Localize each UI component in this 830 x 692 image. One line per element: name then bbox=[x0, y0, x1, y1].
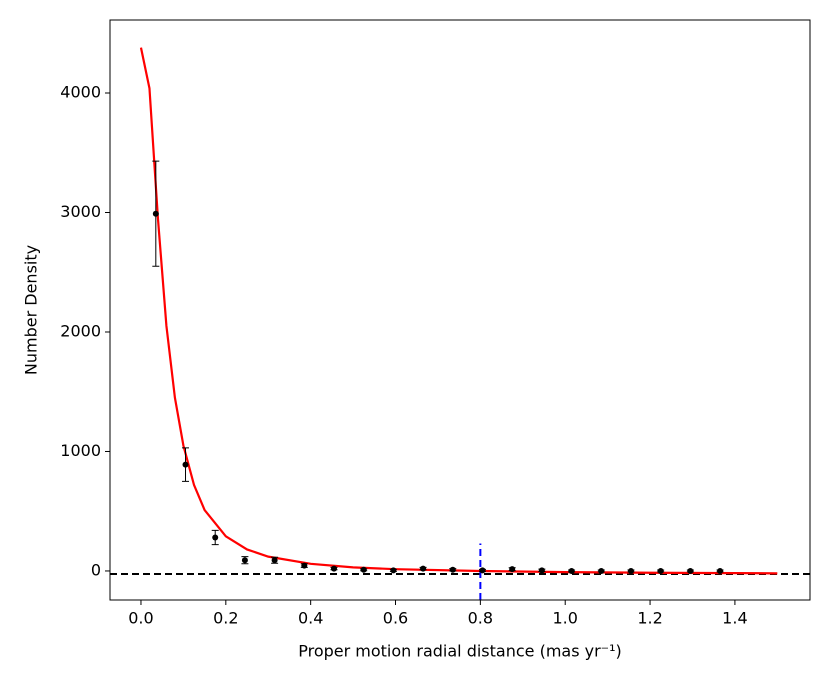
data-point bbox=[717, 567, 724, 574]
y-tick-label: 4000 bbox=[60, 83, 101, 102]
y-tick-label: 3000 bbox=[60, 202, 101, 221]
x-tick-label: 0.2 bbox=[213, 609, 238, 628]
data-point bbox=[509, 566, 516, 573]
x-tick-label: 0.6 bbox=[383, 609, 408, 628]
y-axis-label: Number Density bbox=[22, 245, 41, 375]
data-point bbox=[687, 567, 694, 574]
data-point bbox=[568, 567, 575, 574]
x-tick-label: 0.4 bbox=[298, 609, 323, 628]
y-tick-label: 2000 bbox=[60, 321, 101, 340]
data-point bbox=[657, 567, 664, 574]
data-point bbox=[538, 567, 545, 574]
data-point bbox=[301, 562, 308, 569]
x-tick-label: 0.8 bbox=[468, 609, 493, 628]
data-point bbox=[241, 557, 248, 564]
data-point bbox=[449, 566, 456, 573]
data-point bbox=[271, 557, 278, 564]
data-point bbox=[479, 567, 486, 574]
data-point bbox=[627, 567, 634, 574]
x-tick-label: 1.4 bbox=[722, 609, 747, 628]
x-tick-label: 1.0 bbox=[552, 609, 577, 628]
data-point bbox=[212, 534, 219, 541]
y-tick-label: 1000 bbox=[60, 441, 101, 460]
plot-frame bbox=[109, 19, 811, 601]
x-tick-label: 0.0 bbox=[128, 609, 153, 628]
data-point bbox=[331, 565, 337, 572]
data-point bbox=[420, 565, 427, 572]
data-point bbox=[182, 461, 189, 468]
y-tick-label: 0 bbox=[91, 560, 101, 579]
x-axis-label: Proper motion radial distance (mas yr⁻¹) bbox=[298, 642, 622, 661]
data-point bbox=[390, 567, 397, 574]
x-tick-label: 1.2 bbox=[637, 609, 662, 628]
fit-curve bbox=[139, 47, 778, 575]
data-point bbox=[598, 567, 605, 574]
data-point bbox=[360, 566, 367, 573]
data-point bbox=[152, 210, 159, 217]
